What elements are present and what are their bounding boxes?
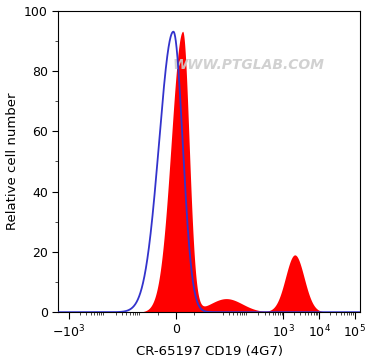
Y-axis label: Relative cell number: Relative cell number	[6, 92, 19, 230]
Text: WWW.PTGLAB.COM: WWW.PTGLAB.COM	[173, 58, 324, 72]
X-axis label: CR-65197 CD19 (4G7): CR-65197 CD19 (4G7)	[136, 345, 283, 359]
